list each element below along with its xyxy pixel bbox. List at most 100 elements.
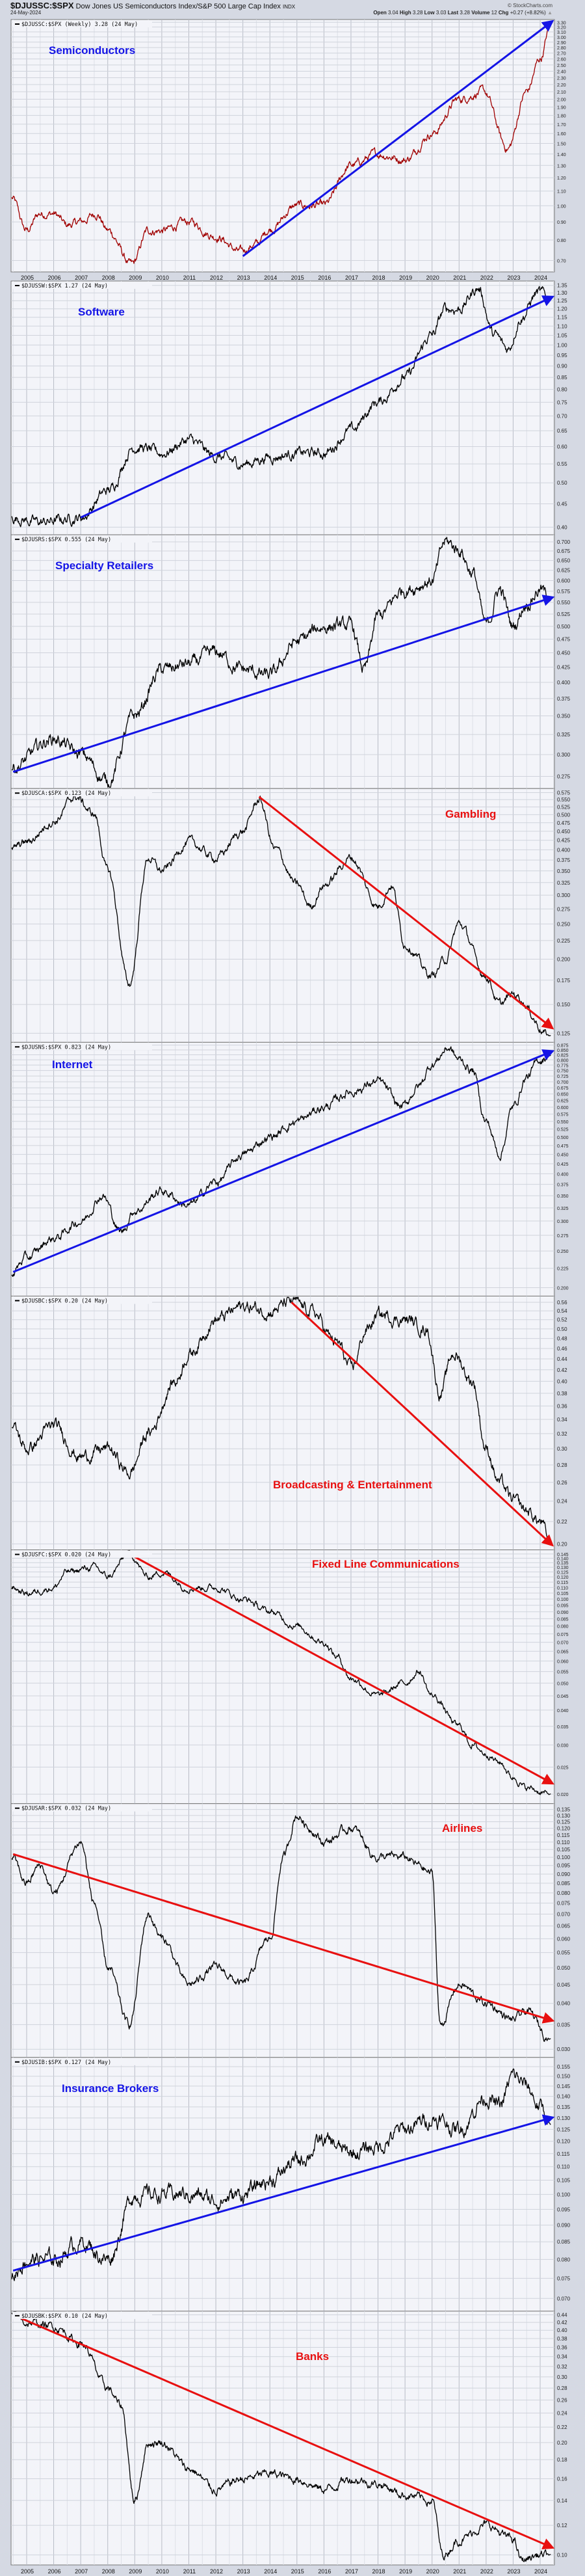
last-label: Last (447, 10, 459, 16)
y-tick-label: 0.38 (557, 1391, 567, 1397)
y-tick-label: 0.600 (557, 578, 571, 584)
panel-0: 0.70 0.80 0.90 1.00 1.10 1.20 1.30 1.40 1.50 1.60… (10, 19, 566, 273)
panel-7: 0.030 0.035 0.040 0.045 0.050 0.055 0.060 0.065… (10, 1803, 571, 2058)
legend-text: $DJUSRS:$SPX 0.555 (24 May) (21, 537, 111, 543)
panel-label: Airlines (442, 1821, 483, 1834)
y-tick-label: 0.070 (557, 1641, 569, 1646)
y-tick-label: 0.675 (557, 1086, 569, 1091)
panel-6: 0.020 0.025 0.030 0.035 0.040 0.045 0.050 0.055… (10, 1550, 569, 1805)
y-tick-label: 0.875 (557, 1044, 569, 1049)
x-tick-label: 2021 (453, 2568, 466, 2575)
y-tick-label: 0.22 (557, 2424, 567, 2430)
x-tick-label: 2006 (48, 2568, 61, 2575)
y-tick-label: 0.140 (557, 2094, 571, 2100)
price-ratio-line (11, 2311, 551, 2562)
y-tick-label: 0.075 (557, 1901, 571, 1907)
y-tick-label: 0.275 (557, 1234, 569, 1239)
y-tick-label: 0.575 (557, 790, 571, 796)
y-tick-label: 0.650 (557, 1093, 569, 1097)
y-tick-label: 1.50 (557, 142, 566, 146)
legend-swatch (15, 1046, 20, 1048)
y-tick-label: 0.550 (557, 797, 571, 803)
trendline-arrow (12, 595, 555, 773)
y-tick-label: 0.150 (557, 1002, 571, 1008)
y-tick-label: 0.16 (557, 2476, 567, 2482)
y-tick-label: 0.200 (557, 956, 571, 962)
y-tick-label: 0.42 (557, 2320, 567, 2326)
legend-bg (12, 1043, 152, 1051)
y-tick-label: 0.34 (557, 2354, 567, 2360)
legend-text: $DJUSSW:$SPX 1.27 (24 May) (21, 283, 108, 289)
legend-bg (12, 535, 152, 543)
x-tick-label: 2012 (210, 275, 223, 281)
y-tick-label: 2.40 (557, 70, 566, 74)
y-tick-label: 0.120 (557, 1576, 569, 1580)
y-tick-label: 0.85 (557, 375, 567, 381)
x-tick-label: 2017 (345, 2568, 358, 2575)
last-value: 3.28 (460, 10, 470, 16)
trendline-arrow (12, 1049, 555, 1273)
legend-bg (12, 1804, 152, 1812)
y-tick-label: 2.20 (557, 83, 566, 88)
y-tick-label: 0.70 (557, 413, 567, 419)
y-tick-label: 0.030 (557, 1744, 569, 1749)
legend-text: $DJUSNS:$SPX 0.823 (24 May) (21, 1044, 111, 1051)
x-tick-label: 2022 (480, 2568, 493, 2575)
legend-bg (12, 2311, 152, 2319)
y-tick-label: 0.425 (557, 665, 571, 671)
up-triangle-icon: ▲ (547, 10, 552, 16)
plot-area (10, 1295, 555, 1551)
y-tick-label: 0.10 (557, 2553, 567, 2558)
trendline-arrow (258, 796, 554, 1030)
y-tick-label: 0.275 (557, 906, 571, 912)
panel-label: Software (78, 306, 125, 318)
y-tick-label: 0.30 (557, 2374, 567, 2380)
price-ratio-line (11, 286, 551, 528)
y-tick-label: 0.38 (557, 2336, 567, 2342)
plot-area (10, 1803, 555, 2058)
y-tick-label: 0.225 (557, 1267, 569, 1272)
x-tick-label: 2015 (291, 275, 304, 281)
y-tick-label: 0.525 (557, 611, 571, 617)
y-tick-label: 0.80 (557, 239, 566, 243)
y-tick-label: 1.30 (557, 290, 567, 296)
y-tick-label: 0.060 (557, 1936, 571, 1942)
x-tick-label: 2017 (345, 275, 358, 281)
y-tick-label: 0.56 (557, 1300, 567, 1306)
y-tick-label: 0.500 (557, 1136, 569, 1140)
watermark: © StockCharts.com (507, 3, 552, 8)
y-tick-label: 0.90 (557, 221, 566, 225)
y-tick-label: 1.90 (557, 106, 566, 111)
y-tick-label: 0.325 (557, 880, 571, 886)
chg-label: Chg (498, 10, 509, 16)
y-tick-label: 0.22 (557, 1519, 567, 1525)
y-tick-label: 0.750 (557, 1069, 569, 1074)
y-tick-label: 0.30 (557, 1446, 567, 1452)
y-tick-label: 0.090 (557, 1872, 571, 1877)
panel-label: Fixed Line Communications (312, 1557, 460, 1570)
y-tick-label: 0.42 (557, 1367, 567, 1373)
legend-text: $DJUSAR:$SPX 0.032 (24 May) (21, 1806, 111, 1812)
y-tick-label: 1.20 (557, 176, 566, 181)
x-tick-label: 2007 (75, 275, 88, 281)
y-tick-label: 0.525 (557, 1128, 569, 1133)
y-tick-label: 0.275 (557, 774, 571, 780)
legend-swatch (15, 792, 20, 794)
high-value: 3.28 (412, 10, 423, 16)
y-tick-label: 0.525 (557, 805, 571, 811)
panel-label: Semiconductors (49, 44, 136, 57)
y-tick-label: 0.130 (557, 1566, 569, 1570)
y-tick-label: 2.30 (557, 77, 566, 81)
y-tick-label: 1.80 (557, 114, 566, 118)
y-tick-label: 0.55 (557, 461, 567, 467)
x-tick-label: 2019 (399, 275, 412, 281)
y-tick-label: 0.775 (557, 1064, 569, 1068)
x-tick-label: 2016 (318, 275, 331, 281)
y-tick-label: 0.550 (557, 600, 571, 606)
panel-label: Broadcasting & Entertainment (273, 1479, 432, 1492)
x-tick-label: 2008 (102, 275, 115, 281)
x-tick-label: 2005 (21, 2568, 34, 2575)
legend-text: $DJUSSC:$SPX (Weekly) 3.28 (24 May) (21, 21, 138, 28)
price-ratio-line (11, 537, 551, 788)
